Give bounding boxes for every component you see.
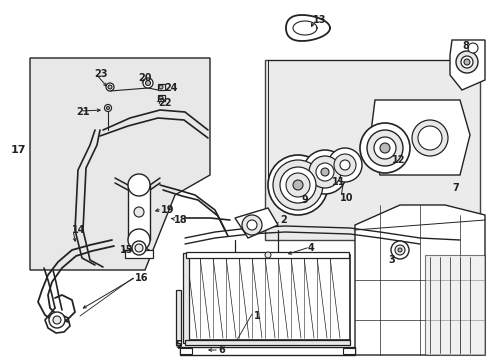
Text: 20: 20 <box>138 73 151 83</box>
Bar <box>184 255 349 340</box>
Circle shape <box>463 59 469 65</box>
Circle shape <box>159 96 163 100</box>
Circle shape <box>280 167 315 203</box>
Text: 16: 16 <box>135 273 148 283</box>
Circle shape <box>49 312 65 328</box>
Polygon shape <box>449 40 484 90</box>
Circle shape <box>339 160 349 170</box>
Circle shape <box>242 215 262 235</box>
Circle shape <box>292 180 303 190</box>
Circle shape <box>460 56 472 68</box>
Text: 10: 10 <box>339 193 353 203</box>
Text: 17: 17 <box>11 145 26 155</box>
Text: 3: 3 <box>387 255 394 265</box>
Bar <box>184 340 349 345</box>
Bar <box>215 351 223 355</box>
Text: 13: 13 <box>312 15 326 25</box>
Text: 14: 14 <box>72 225 85 235</box>
Circle shape <box>53 316 61 324</box>
Circle shape <box>315 163 333 181</box>
Circle shape <box>135 244 142 252</box>
Circle shape <box>285 173 309 197</box>
Text: 12: 12 <box>391 155 405 165</box>
Circle shape <box>320 168 328 176</box>
Circle shape <box>390 241 408 259</box>
Text: 19: 19 <box>161 205 174 215</box>
Circle shape <box>128 229 150 251</box>
Circle shape <box>366 130 402 166</box>
Polygon shape <box>235 208 278 238</box>
Text: 24: 24 <box>163 83 177 93</box>
Circle shape <box>132 241 146 255</box>
Text: 22: 22 <box>158 98 171 108</box>
Circle shape <box>264 252 270 258</box>
Polygon shape <box>369 100 469 175</box>
Circle shape <box>411 120 447 156</box>
Bar <box>249 351 258 355</box>
Circle shape <box>267 155 327 215</box>
Text: 1: 1 <box>253 311 260 321</box>
Bar <box>176 290 181 345</box>
Text: 2: 2 <box>280 215 286 225</box>
Text: 21: 21 <box>76 107 89 117</box>
Circle shape <box>379 143 389 153</box>
Text: 8: 8 <box>461 41 468 51</box>
Circle shape <box>308 156 340 188</box>
Circle shape <box>303 150 346 194</box>
Bar <box>183 253 189 343</box>
Circle shape <box>455 51 477 73</box>
Text: 11: 11 <box>331 177 345 187</box>
Circle shape <box>467 43 477 53</box>
Circle shape <box>106 107 109 109</box>
Circle shape <box>394 245 404 255</box>
Circle shape <box>145 81 150 86</box>
Circle shape <box>327 148 361 182</box>
Circle shape <box>142 78 153 88</box>
Bar <box>125 250 153 258</box>
Bar <box>180 347 354 355</box>
Bar <box>158 95 164 101</box>
Circle shape <box>134 207 143 217</box>
Text: 15: 15 <box>120 245 133 255</box>
Bar <box>128 185 150 240</box>
Circle shape <box>359 123 409 173</box>
Text: 4: 4 <box>307 243 314 253</box>
Circle shape <box>104 104 111 112</box>
Circle shape <box>333 154 355 176</box>
Circle shape <box>373 137 395 159</box>
Circle shape <box>108 85 112 89</box>
Text: 6: 6 <box>218 345 224 355</box>
Text: 7: 7 <box>451 183 458 193</box>
Polygon shape <box>354 205 484 355</box>
Bar <box>342 348 354 354</box>
Polygon shape <box>264 60 479 240</box>
Text: 5: 5 <box>175 340 182 350</box>
Bar <box>185 252 348 258</box>
Circle shape <box>417 126 441 150</box>
Circle shape <box>159 85 163 89</box>
Bar <box>180 348 192 354</box>
Bar <box>158 84 164 90</box>
Polygon shape <box>30 58 209 270</box>
Text: 18: 18 <box>174 215 187 225</box>
Circle shape <box>128 174 150 196</box>
Polygon shape <box>424 255 484 355</box>
Text: 23: 23 <box>94 69 107 79</box>
Circle shape <box>106 83 114 91</box>
Text: 9: 9 <box>302 195 308 205</box>
Circle shape <box>397 248 401 252</box>
Circle shape <box>246 220 257 230</box>
Circle shape <box>272 160 323 210</box>
